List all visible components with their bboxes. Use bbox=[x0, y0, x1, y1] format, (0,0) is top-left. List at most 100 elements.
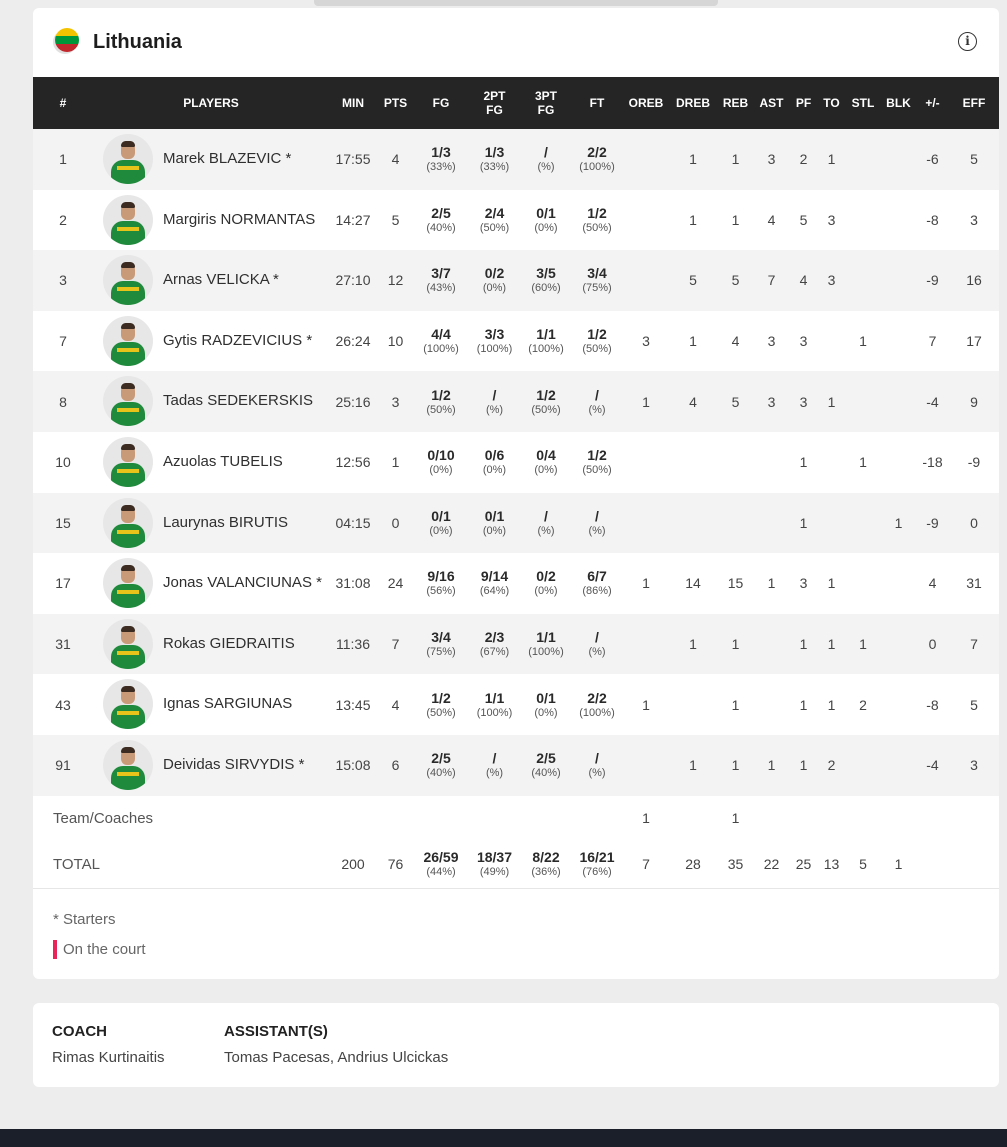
fg2-cell: 0/1 (0%) bbox=[468, 493, 521, 554]
fg3-cell: 3/5 (60%) bbox=[521, 250, 571, 311]
ast-value: 1 bbox=[767, 757, 776, 774]
column-header: BLK bbox=[886, 96, 911, 110]
fg-cell: 0/10 (0%) bbox=[414, 432, 468, 493]
stl-value bbox=[845, 735, 881, 796]
fg-made-attempted: 1/2 bbox=[431, 689, 451, 706]
table-row[interactable]: 15 Laurynas BIRUTIS 04:15 0 0/1 (0%) 0/1 (0%) /(… bbox=[33, 492, 999, 554]
fg3-made-attempted: / bbox=[544, 144, 548, 161]
pf-value: 4 bbox=[799, 272, 808, 289]
ft-cell: / (%) bbox=[571, 614, 623, 675]
total-ft-cell: 16/21 (76%) bbox=[571, 841, 623, 889]
info-icon[interactable]: i bbox=[958, 32, 977, 51]
dreb-value bbox=[669, 493, 717, 554]
fg2-percentage: (50%) bbox=[479, 221, 510, 234]
table-row[interactable]: 3 Arnas VELICKA * 27:10 12 3/7 (43%) 0/2 (0%) 3/… bbox=[33, 250, 999, 311]
player-number: 3 bbox=[59, 272, 67, 289]
player-name[interactable]: Deividas SIRVYDIS * bbox=[163, 755, 305, 773]
player-cell[interactable]: Margiris NORMANTAS bbox=[93, 190, 329, 251]
total-to: 13 bbox=[823, 856, 840, 873]
fg3-made-attempted: 1/1 bbox=[536, 629, 556, 646]
total-fg2-cell: 18/37 (49%) bbox=[468, 841, 521, 889]
reb-value bbox=[717, 493, 754, 554]
fg-made-attempted: 2/5 bbox=[431, 204, 451, 221]
fg2-cell: / (%) bbox=[468, 371, 521, 432]
dreb-value: 1 bbox=[689, 333, 697, 350]
column-header: DREB bbox=[675, 96, 710, 110]
blk-value bbox=[881, 553, 916, 614]
fg3-percentage: (50%) bbox=[531, 403, 561, 416]
total-dreb: 28 bbox=[685, 856, 701, 873]
oreb-value bbox=[623, 190, 669, 251]
player-cell[interactable]: Laurynas BIRUTIS bbox=[93, 493, 329, 554]
total-ft: 16/21 bbox=[579, 849, 615, 866]
fg-percentage: (50%) bbox=[426, 706, 456, 719]
column-header: FT bbox=[589, 96, 605, 110]
pm-value: -4 bbox=[926, 393, 939, 410]
player-cell[interactable]: Marek BLAZEVIC * bbox=[93, 129, 329, 190]
table-row[interactable]: 8 Tadas SEDEKERSKIS 25:16 3 1/2 (50%) / (%) 1/2(… bbox=[33, 371, 999, 432]
player-cell[interactable]: Arnas VELICKA * bbox=[93, 250, 329, 311]
dreb-value: 1 bbox=[689, 636, 697, 653]
fg2-cell: 0/2 (0%) bbox=[468, 250, 521, 311]
ft-percentage: (75%) bbox=[582, 282, 612, 295]
fg-cell: 1/3 (33%) bbox=[414, 129, 468, 190]
ft-cell: / (%) bbox=[571, 493, 623, 554]
table-row[interactable]: 7 Gytis RADZEVICIUS * 26:24 10 4/4 (100%) 3/3(… bbox=[33, 310, 999, 372]
player-name[interactable]: Marek BLAZEVIC * bbox=[163, 150, 292, 167]
coach-block: COACH Rimas Kurtinaitis bbox=[52, 1023, 165, 1066]
player-name[interactable]: Tadas SEDEKERSKIS bbox=[163, 392, 314, 410]
fg2-percentage: (64%) bbox=[479, 585, 510, 598]
table-row[interactable]: 91 Deividas SIRVYDIS * 15:08 6 2/5 (40%) / (%) 2… bbox=[33, 734, 999, 796]
player-cell[interactable]: Gytis RADZEVICIUS * bbox=[93, 311, 329, 372]
fg2-percentage: (67%) bbox=[479, 646, 510, 659]
to-value: 1 bbox=[827, 575, 836, 592]
fg3-cell: / (%) bbox=[521, 129, 571, 190]
table-row[interactable]: 17 Jonas VALANCIUNAS * 31:08 24 9/16 (56%) 9/1… bbox=[33, 553, 999, 614]
column-header: REB bbox=[722, 96, 749, 110]
player-name[interactable]: Arnas VELICKA * bbox=[163, 271, 279, 289]
blk-value: 1 bbox=[894, 514, 903, 531]
ft-made-attempted: / bbox=[595, 629, 599, 646]
team-coaches-label: Team/Coaches bbox=[53, 809, 154, 827]
points: 4 bbox=[391, 151, 400, 168]
pm-value: -8 bbox=[926, 696, 939, 713]
player-cell[interactable]: Deividas SIRVYDIS * bbox=[93, 735, 329, 796]
ft-cell: / (%) bbox=[571, 735, 623, 796]
column-header: +/- bbox=[925, 96, 940, 110]
player-number: 15 bbox=[55, 514, 71, 531]
table-row[interactable]: 2 Margiris NORMANTAS 14:27 5 2/5 (40%) 2/4 (50%… bbox=[33, 189, 999, 251]
avatar bbox=[103, 315, 153, 366]
player-cell[interactable]: Jonas VALANCIUNAS * bbox=[93, 553, 329, 614]
player-cell[interactable]: Azuolas TUBELIS bbox=[93, 432, 329, 493]
fg-made-attempted: 0/10 bbox=[427, 447, 455, 464]
player-name[interactable]: Gytis RADZEVICIUS * bbox=[163, 331, 313, 349]
column-header: OREB bbox=[628, 96, 664, 110]
player-name[interactable]: Jonas VALANCIUNAS * bbox=[163, 574, 322, 592]
table-row[interactable]: 10 Azuolas TUBELIS 12:56 1 0/10 (0%) 0/6 (0%) 0/… bbox=[33, 431, 999, 493]
fg2-made-attempted: / bbox=[492, 750, 497, 767]
ft-cell: / (%) bbox=[571, 371, 623, 432]
to-value: 1 bbox=[827, 393, 836, 410]
stl-value bbox=[845, 371, 881, 432]
fg3-made-attempted: 3/5 bbox=[536, 265, 556, 282]
player-name[interactable]: Ignas SARGIUNAS bbox=[163, 695, 293, 713]
pm-value: 0 bbox=[928, 636, 937, 653]
table-row[interactable]: 31 Rokas GIEDRAITIS 11:36 7 3/4 (75%) 2/3 (67%)… bbox=[33, 613, 999, 675]
fg3-made-attempted: 0/4 bbox=[536, 447, 556, 464]
fg-percentage: (33%) bbox=[426, 161, 456, 174]
minutes: 31:08 bbox=[335, 575, 371, 592]
player-name[interactable]: Margiris NORMANTAS bbox=[163, 210, 316, 228]
coach-name: Rimas Kurtinaitis bbox=[52, 1049, 165, 1066]
fg2-made-attempted: 2/4 bbox=[484, 204, 505, 221]
player-cell[interactable]: Ignas SARGIUNAS bbox=[93, 674, 329, 735]
player-name[interactable]: Laurynas BIRUTIS bbox=[163, 513, 289, 531]
player-cell[interactable]: Rokas GIEDRAITIS bbox=[93, 614, 329, 675]
table-row[interactable]: 1 Marek BLAZEVIC * 17:55 4 1/3 (33%) 1/3 (33%) /… bbox=[33, 129, 999, 190]
player-name[interactable]: Rokas GIEDRAITIS bbox=[163, 634, 295, 652]
player-name[interactable]: Azuolas TUBELIS bbox=[163, 452, 283, 470]
player-number: 10 bbox=[55, 454, 71, 471]
table-row[interactable]: 43 Ignas SARGIUNAS 13:45 4 1/2 (50%) 1/1 (100%)… bbox=[33, 674, 999, 735]
player-cell[interactable]: Tadas SEDEKERSKIS bbox=[93, 371, 329, 432]
fg-made-attempted: 9/16 bbox=[427, 568, 455, 585]
ft-made-attempted: 6/7 bbox=[587, 568, 607, 585]
